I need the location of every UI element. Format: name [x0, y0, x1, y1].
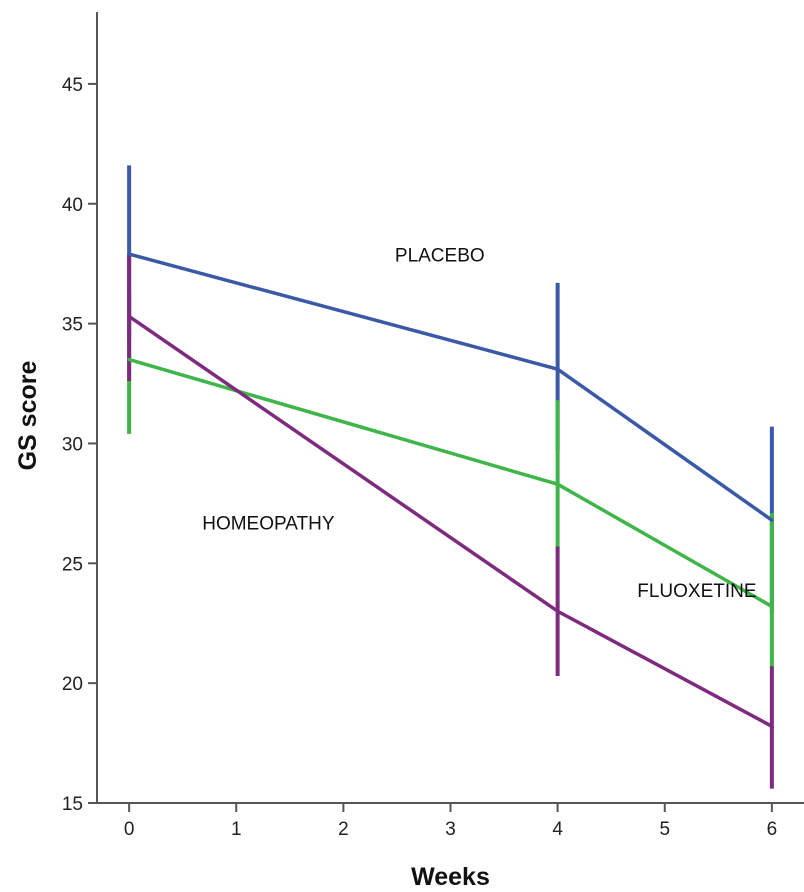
series-line	[127, 252, 774, 522]
x-axis-title: Weeks	[411, 863, 490, 891]
y-tick-label: 45	[62, 75, 83, 96]
y-tick-label: 20	[62, 674, 83, 695]
y-axis-title: GS score	[14, 361, 42, 471]
x-tick-label: 4	[552, 819, 563, 840]
series-line	[127, 314, 774, 729]
series-label: HOMEOPATHY	[202, 514, 335, 535]
x-tick-label: 1	[231, 819, 242, 840]
y-tick-label: 25	[62, 554, 83, 575]
x-tick-label: 5	[659, 819, 670, 840]
series-line	[127, 357, 774, 609]
series-label: PLACEBO	[395, 245, 485, 266]
y-tick-label: 15	[62, 794, 83, 815]
y-tick-label: 35	[62, 315, 83, 336]
series-annotations: PLACEBO HOMEOPATHY FLUOXETINE	[202, 245, 756, 602]
y-tick-label: 30	[62, 434, 83, 455]
x-tick-label: 0	[124, 819, 135, 840]
x-tick-label: 6	[767, 819, 778, 840]
series-lines	[127, 252, 774, 729]
x-tick-label: 3	[445, 819, 456, 840]
y-tick-label: 40	[62, 195, 83, 216]
x-tick-label: 2	[338, 819, 349, 840]
series-label: FLUOXETINE	[637, 581, 756, 602]
